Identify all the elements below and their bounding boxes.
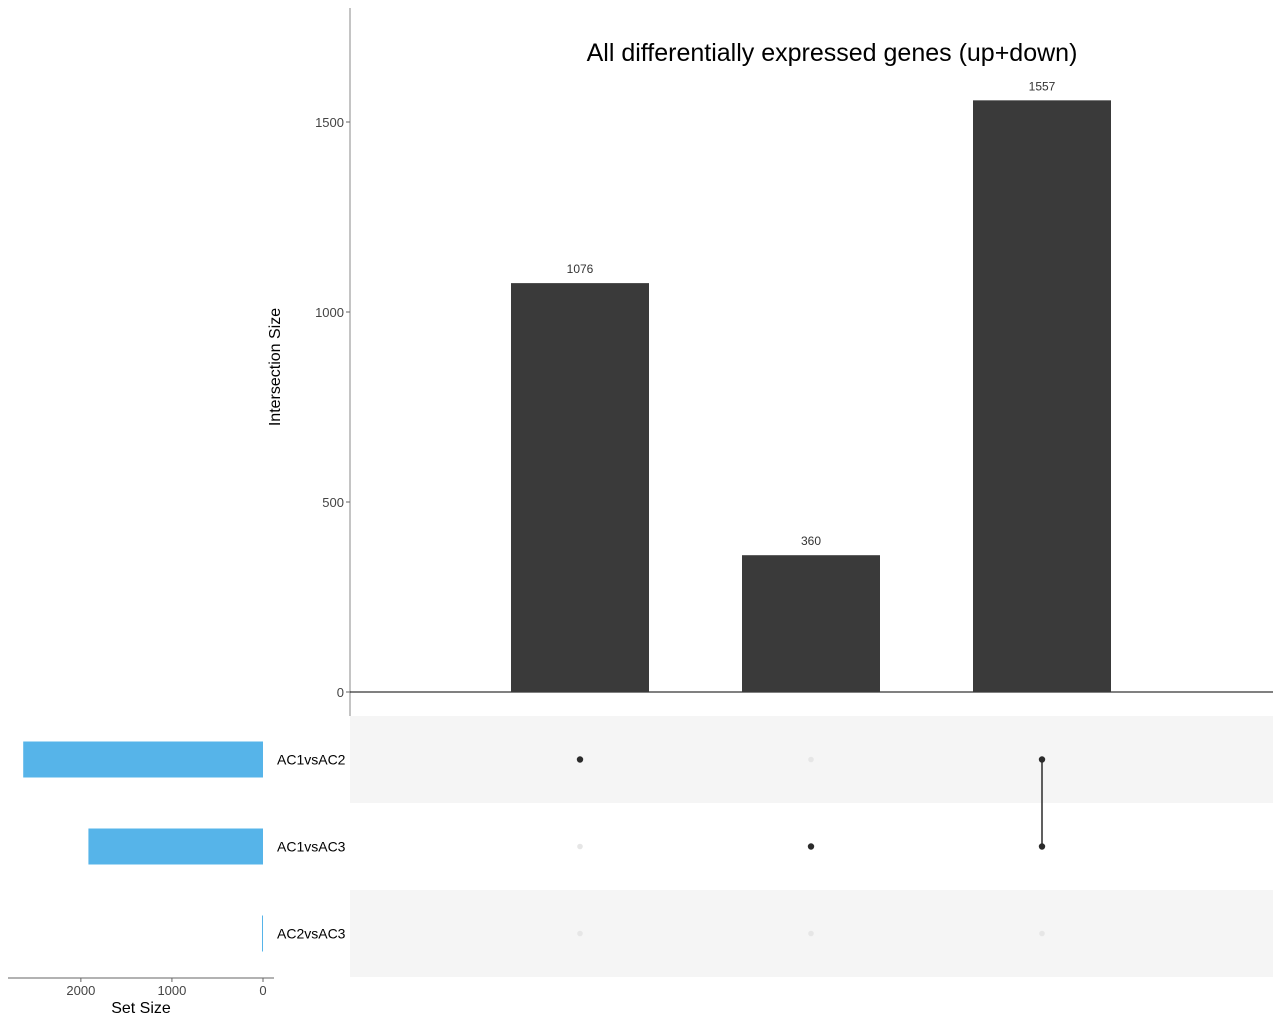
set-name-label: AC1vsAC2 <box>277 752 346 768</box>
y-tick-label: 1000 <box>315 305 344 320</box>
set-name-label: AC1vsAC3 <box>277 839 346 855</box>
chart-title: All differentially expressed genes (up+d… <box>587 39 1078 67</box>
intersection-matrix <box>576 756 1046 937</box>
matrix-dot-active <box>807 843 815 850</box>
intersection-bar <box>511 283 649 692</box>
set-size-bar <box>88 828 263 865</box>
matrix-dot-inactive <box>808 930 814 937</box>
matrix-dot-active <box>576 756 584 763</box>
matrix-dot-active <box>1038 756 1046 763</box>
set-size-bars: AC1vsAC2 AC1vsAC3 AC2vsAC3 <box>23 741 346 952</box>
y-tick-label: 500 <box>322 495 344 510</box>
set-size-bar <box>262 915 263 952</box>
set-name-label: AC2vsAC3 <box>277 926 346 942</box>
intersection-bars: 1076 360 1557 <box>511 79 1111 693</box>
matrix-dot-inactive <box>577 843 583 850</box>
set-size-tick-label: 1000 <box>157 983 186 998</box>
set-size-tick-label: 0 <box>259 983 266 998</box>
intersection-bar <box>742 555 880 692</box>
intersection-bar-label: 1076 <box>567 262 594 276</box>
matrix-dot-active <box>1038 843 1046 850</box>
intersection-size-axis-label: Intersection Size <box>267 308 284 426</box>
intersection-bar <box>973 100 1111 693</box>
y-tick-label: 0 <box>337 685 344 700</box>
matrix-dot-inactive <box>577 930 583 937</box>
intersection-bar-label: 1557 <box>1029 79 1056 93</box>
set-size-tick-label: 2000 <box>66 983 95 998</box>
set-size-bar <box>23 741 264 778</box>
set-size-axis-label: Set Size <box>111 1000 171 1017</box>
matrix-dot-inactive <box>1039 930 1045 937</box>
intersection-bar-label: 360 <box>801 534 821 548</box>
set-size-axis: 2000 1000 0 <box>8 977 274 998</box>
matrix-dot-inactive <box>808 756 814 763</box>
intersection-size-axis: 0 500 1000 1500 <box>315 8 1273 716</box>
y-tick-label: 1500 <box>315 115 344 130</box>
